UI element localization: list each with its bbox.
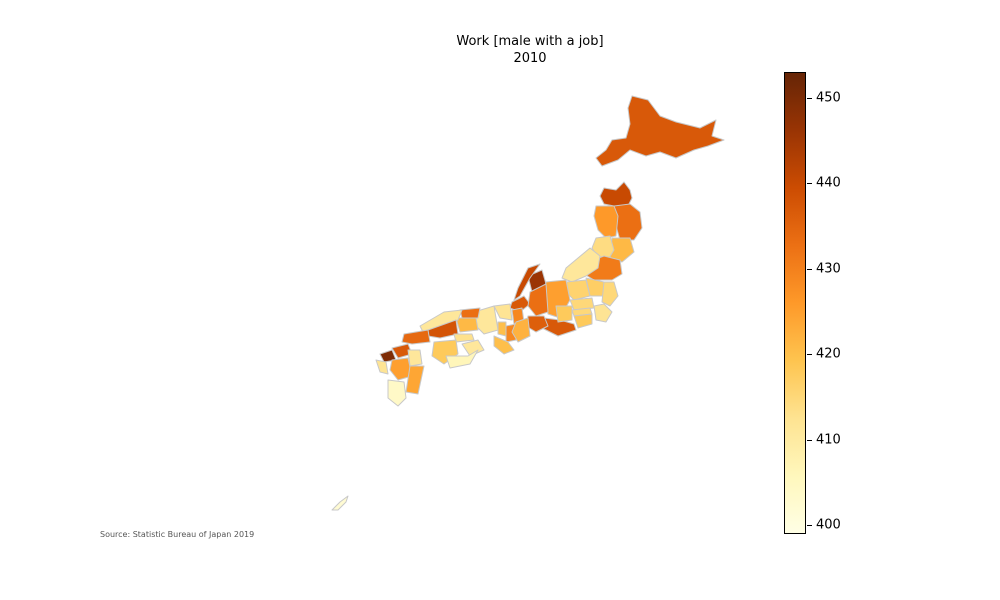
colorbar-tick-mark	[807, 183, 812, 185]
region-mie	[511, 317, 531, 343]
region-chiba	[593, 303, 613, 323]
region-wakayama	[493, 335, 515, 355]
colorbar-tick-label: 430	[816, 261, 841, 277]
region-iwate	[613, 203, 643, 241]
region-okayama	[455, 317, 479, 333]
region-niigata	[561, 247, 601, 283]
region-okinawa	[331, 495, 349, 511]
colorbar-tick-mark	[807, 354, 812, 356]
map-subtitle-year: 2010	[513, 51, 547, 66]
colorbar-tick-mark	[807, 97, 812, 99]
region-tokushima	[461, 339, 485, 357]
region-yamanashi	[555, 305, 573, 323]
region-yamaguchi	[401, 329, 431, 345]
colorbar-tick-label: 410	[816, 432, 841, 448]
region-oita	[407, 349, 423, 367]
map-title: Work [male with a job]	[456, 34, 604, 49]
region-nagasaki	[375, 359, 389, 375]
region-akita	[593, 205, 619, 239]
region-miyazaki	[405, 365, 425, 395]
colorbar-tick-label: 420	[816, 346, 841, 362]
colorbar	[784, 72, 806, 534]
region-aomori	[599, 181, 633, 207]
region-hokkaido	[595, 95, 725, 167]
region-kagawa	[453, 333, 475, 343]
region-ibaraki	[601, 281, 619, 307]
colorbar-tick-mark	[807, 439, 812, 441]
region-kyoto	[493, 303, 513, 321]
colorbar-tick-label: 450	[816, 90, 841, 106]
region-kagoshima	[387, 379, 407, 407]
colorbar-tick-mark	[807, 525, 812, 527]
region-osaka	[497, 321, 507, 337]
region-tottori	[459, 307, 481, 319]
colorbar-tick-label: 400	[816, 517, 841, 533]
colorbar-tick-mark	[807, 268, 812, 270]
colorbar-tick-label: 440	[816, 175, 841, 191]
region-gifu	[527, 283, 549, 317]
region-kanagawa	[573, 313, 593, 329]
source-note: Source: Statistic Bureau of Japan 2019	[100, 530, 255, 539]
region-ishikawa	[513, 263, 541, 301]
region-kochi	[445, 349, 479, 369]
region-kumamoto	[389, 357, 413, 381]
